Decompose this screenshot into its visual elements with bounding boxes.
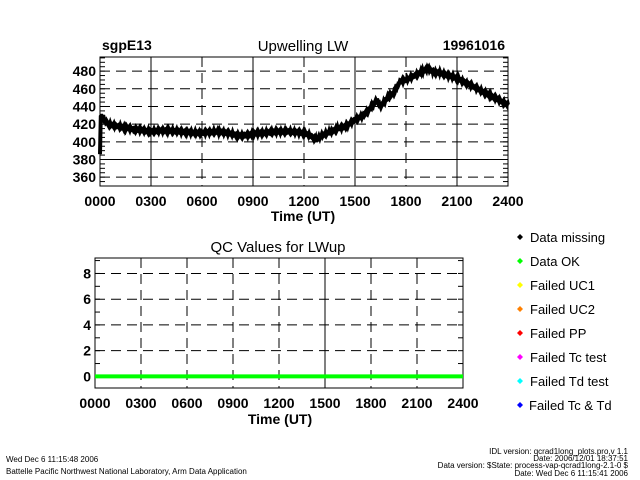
y-tick-label: 8	[83, 265, 91, 281]
legend-label: Failed Tc test	[530, 350, 607, 365]
y-tick-label: 420	[73, 116, 97, 132]
plot-frame	[94, 257, 464, 389]
footer-data-date: Date: Wed Dec 6 11:15:41 2006	[514, 469, 628, 478]
date-label: 19961016	[443, 37, 506, 53]
x-tick-label: 1500	[339, 193, 370, 209]
site-label: sgpE13	[102, 37, 152, 53]
qc-values-plot: 0000 0300 0600 0900 1200 1500 1800 2100 2400 0 2 4 6…	[79, 257, 479, 411]
y-tick-label: 6	[83, 291, 91, 307]
x-tick-label: 2100	[441, 193, 472, 209]
legend-marker-icon	[517, 378, 523, 384]
x-axis-label-bottom: Time (UT)	[248, 411, 312, 427]
y-tick-label: 400	[73, 134, 97, 150]
chart-title-top: Upwelling LW	[258, 38, 349, 55]
y-tick-label: 360	[73, 169, 97, 185]
x-tick-label: 0000	[84, 193, 115, 209]
legend-label: Failed Td test	[530, 374, 609, 389]
x-tick-label: 1200	[263, 395, 294, 411]
x-tick-label: 2400	[492, 193, 523, 209]
x-tick-label: 2400	[447, 395, 478, 411]
y-tick-label: 2	[83, 343, 91, 359]
y-tick-label: 380	[73, 151, 97, 167]
legend-label: Data missing	[530, 230, 605, 245]
legend-label: Data OK	[530, 254, 580, 269]
legend-label: Failed UC2	[530, 302, 595, 317]
legend-marker-icon	[517, 330, 523, 336]
legend-marker-icon	[517, 282, 523, 288]
x-tick-label: 0900	[217, 395, 248, 411]
legend-marker-icon	[517, 306, 523, 312]
legend-marker-icon	[517, 234, 523, 240]
footer-data-version: Data version: $State: process-vap-qcrad1…	[438, 461, 629, 470]
y-tick-label: 480	[73, 63, 97, 79]
y-tick-label: 460	[73, 81, 97, 97]
footer-lab: Battelle Pacific Northwest National Labo…	[6, 467, 247, 476]
upwelling-lw-plot: 0000 0300 0600 0900 1200 1500 1800 2100 2400 360 3…	[73, 56, 524, 209]
legend-marker-icon	[517, 258, 523, 264]
footer-idl-version: IDL version: qcrad1long_plots.pro,v 1.1	[489, 447, 628, 456]
y-tick-label: 440	[73, 98, 97, 114]
legend-label: Failed UC1	[530, 278, 595, 293]
footer-idl-date: Date: 2006/12/01 18:37:51	[533, 454, 628, 463]
footer-timestamp: Wed Dec 6 11:15:48 2006	[6, 455, 99, 464]
x-axis-label-top: Time (UT)	[271, 208, 335, 224]
legend-label: Failed PP	[530, 326, 586, 341]
x-tick-label: 0600	[186, 193, 217, 209]
chart-title-bottom: QC Values for LWup	[210, 239, 345, 256]
legend: Data missing Data OK Failed UC1 Failed UC2 F…	[517, 230, 612, 413]
x-tick-label: 1800	[355, 395, 386, 411]
x-tick-label: 0000	[79, 395, 110, 411]
x-tick-label: 1500	[309, 395, 340, 411]
x-tick-label: 1200	[288, 193, 319, 209]
x-tick-label: 0300	[135, 193, 166, 209]
y-tick-label: 0	[83, 368, 91, 384]
x-tick-label: 0900	[237, 193, 268, 209]
series-line-lwup	[98, 62, 510, 155]
x-tick-label: 1800	[390, 193, 421, 209]
x-tick-label: 0300	[125, 395, 156, 411]
x-tick-label: 0600	[171, 395, 202, 411]
legend-marker-icon	[517, 402, 523, 408]
legend-label: Failed Tc & Td	[529, 398, 612, 413]
y-tick-label: 4	[83, 317, 91, 333]
x-tick-label: 2100	[401, 395, 432, 411]
legend-marker-icon	[517, 354, 523, 360]
